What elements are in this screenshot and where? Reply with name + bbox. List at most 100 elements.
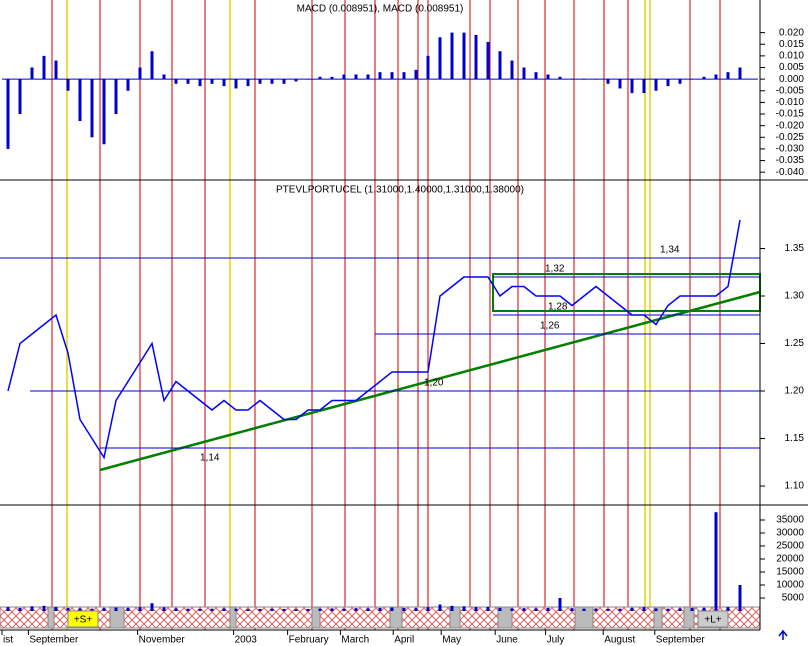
y-tick-label: 20000 [776,554,804,565]
bar [378,72,382,80]
strip-block [389,606,403,629]
bar [282,608,286,611]
y-tick-label: 1.25 [785,338,805,349]
bar [54,607,58,611]
bar [390,72,394,80]
bar [378,607,382,611]
y-tick-label: -0.020 [776,120,805,131]
level-label: 1,20 [424,378,444,389]
bar [270,79,274,84]
bar [186,79,190,84]
bar [414,608,418,611]
bar [138,67,142,80]
bar [534,608,538,611]
level-label: 1,26 [540,321,560,332]
bar [546,607,550,611]
bar [246,609,250,611]
bar [150,51,154,80]
x-tick-label: May [442,635,461,646]
signal-label: +S+ [74,615,93,626]
bar [30,606,34,611]
bar [330,608,334,611]
bar [114,607,118,611]
bar [42,55,46,80]
scroll-arrow[interactable] [778,629,788,640]
bar [366,608,370,611]
strip-block [229,606,237,629]
y-tick-label: 1.30 [785,291,805,302]
bar [438,37,442,80]
strip-block [47,606,55,629]
x-tick-label: February [289,635,329,646]
bar [714,74,718,80]
strip-block [497,606,513,629]
bar [102,79,106,145]
bar [246,79,250,87]
bar [330,76,334,80]
x-tick-label: 2003 [235,635,258,646]
bar [174,79,178,84]
bar [294,79,298,82]
bar [234,608,238,611]
y-tick-label: 25000 [776,541,804,552]
bar [198,79,202,87]
x-tick-label: August [604,635,635,646]
bar [702,607,706,611]
bar [690,608,694,611]
bar [426,607,430,611]
y-tick-label: 0.015 [779,39,804,50]
bar [354,74,358,80]
bar [630,607,634,611]
bar [702,76,706,80]
y-tick-label: 30000 [776,528,804,539]
bar [54,60,58,80]
bar [258,79,262,84]
y-tick-label: -0.015 [776,109,805,120]
bar [114,79,118,115]
bar [438,604,442,611]
bar [522,67,526,80]
bar [654,79,658,91]
level-label: 1,28 [548,302,568,313]
bar [666,79,670,87]
y-tick-label: 0.010 [779,51,804,62]
bar [210,608,214,611]
macd-title: MACD (0.008951), MACD (0.008951) [297,4,464,15]
y-tick-label: 0.000 [779,74,804,85]
bar [726,72,730,80]
y-tick-label: 5000 [782,593,805,604]
bar [258,608,262,611]
bar [558,598,562,611]
level-label: 1,32 [545,264,565,275]
bar [714,512,718,611]
y-tick-label: -0.010 [776,97,805,108]
bar [642,79,646,94]
bar [186,608,190,611]
bar [162,74,166,80]
bar [42,605,46,611]
price-line [7,219,741,460]
bar [138,607,142,611]
bar [78,79,82,122]
bar [342,74,346,80]
strip-block [574,606,594,629]
bar [6,607,10,611]
strip-block [311,606,321,629]
y-tick-label: 1.20 [785,386,805,397]
bar [510,608,514,611]
y-tick-label: 0.005 [779,62,804,73]
y-tick-label: 35000 [776,515,804,526]
bar [558,76,562,80]
bar [642,607,646,611]
bar [594,608,598,611]
bar [534,72,538,80]
bar [18,607,22,611]
bar [90,608,94,611]
bar [498,51,502,80]
signal-label: +L+ [704,615,721,626]
y-tick-label: 0.020 [779,27,804,38]
bar [30,67,34,80]
price-title: PTEVLPORTUCEL (1.31000,1.40000,1.31000,1… [276,185,524,196]
bar [606,79,610,84]
